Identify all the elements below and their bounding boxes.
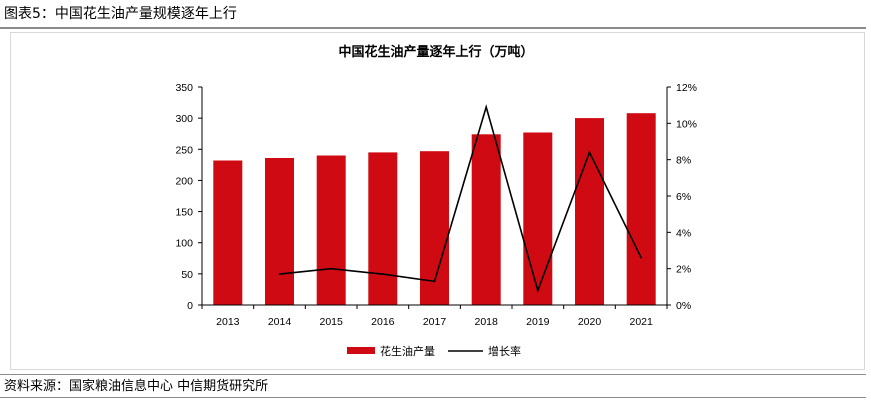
top-rule: [0, 27, 866, 29]
x-tick-label: 2021: [629, 316, 653, 328]
x-tick-label: 2013: [216, 316, 240, 328]
right-tick-label: 2%: [676, 264, 691, 276]
growth-point-2016: [382, 273, 384, 275]
figure-caption: 图表5：中国花生油产量规模逐年上行: [4, 6, 237, 22]
bar-2019: [523, 132, 553, 305]
growth-point-2018: [485, 106, 488, 108]
x-tick-label: 2018: [474, 316, 498, 328]
legend-label-production: 花生油产量: [380, 344, 435, 358]
bar-2016: [368, 152, 398, 305]
left-tick-label: 150: [175, 207, 193, 219]
growth-point-2015: [330, 267, 333, 270]
x-tick-label: 2016: [371, 316, 395, 328]
bar-2013: [213, 160, 243, 305]
left-tick-label: 350: [175, 82, 193, 94]
chart-title: 中国花生油产量逐年上行（万吨）: [338, 44, 533, 60]
x-tick-label: 2015: [319, 316, 343, 328]
right-tick-label: 0%: [676, 300, 691, 312]
left-tick-label: 50: [181, 269, 193, 281]
growth-point-2021: [640, 257, 642, 259]
chart-frame: [10, 32, 865, 370]
growth-point-2017: [433, 280, 436, 283]
bottom-rule: [0, 374, 866, 375]
source-note: 资料来源：国家粮油信息中心 中信期货研究所: [4, 379, 269, 394]
growth-point-2019: [537, 289, 539, 292]
x-tick-label: 2019: [526, 316, 550, 328]
bar-2021: [626, 113, 656, 305]
right-tick-label: 8%: [676, 155, 691, 167]
growth-point-2020: [588, 151, 591, 154]
bar-2018: [471, 134, 501, 305]
x-tick-label: 2017: [423, 316, 447, 328]
x-tick-label: 2014: [268, 316, 292, 328]
bar-2014: [265, 158, 294, 305]
growth-rate-line: [279, 104, 642, 294]
growth-point-2014: [278, 273, 281, 275]
x-tick-label: 2020: [578, 316, 602, 328]
legend-swatch-production: [347, 347, 375, 354]
right-tick-label: 4%: [676, 227, 691, 239]
bar-2015: [316, 155, 346, 305]
right-tick-label: 10%: [676, 118, 697, 130]
bar-2020: [575, 118, 604, 305]
left-tick-label: 200: [175, 175, 193, 187]
left-tick-label: 300: [175, 113, 193, 125]
right-tick-label: 6%: [676, 191, 691, 203]
end-rule: [0, 397, 866, 398]
left-tick-label: 100: [175, 238, 193, 250]
legend-label-growth: 增长率: [488, 344, 521, 358]
right-tick-label: 12%: [676, 82, 697, 94]
left-tick-label: 0: [187, 300, 193, 312]
left-tick-label: 250: [175, 144, 193, 156]
